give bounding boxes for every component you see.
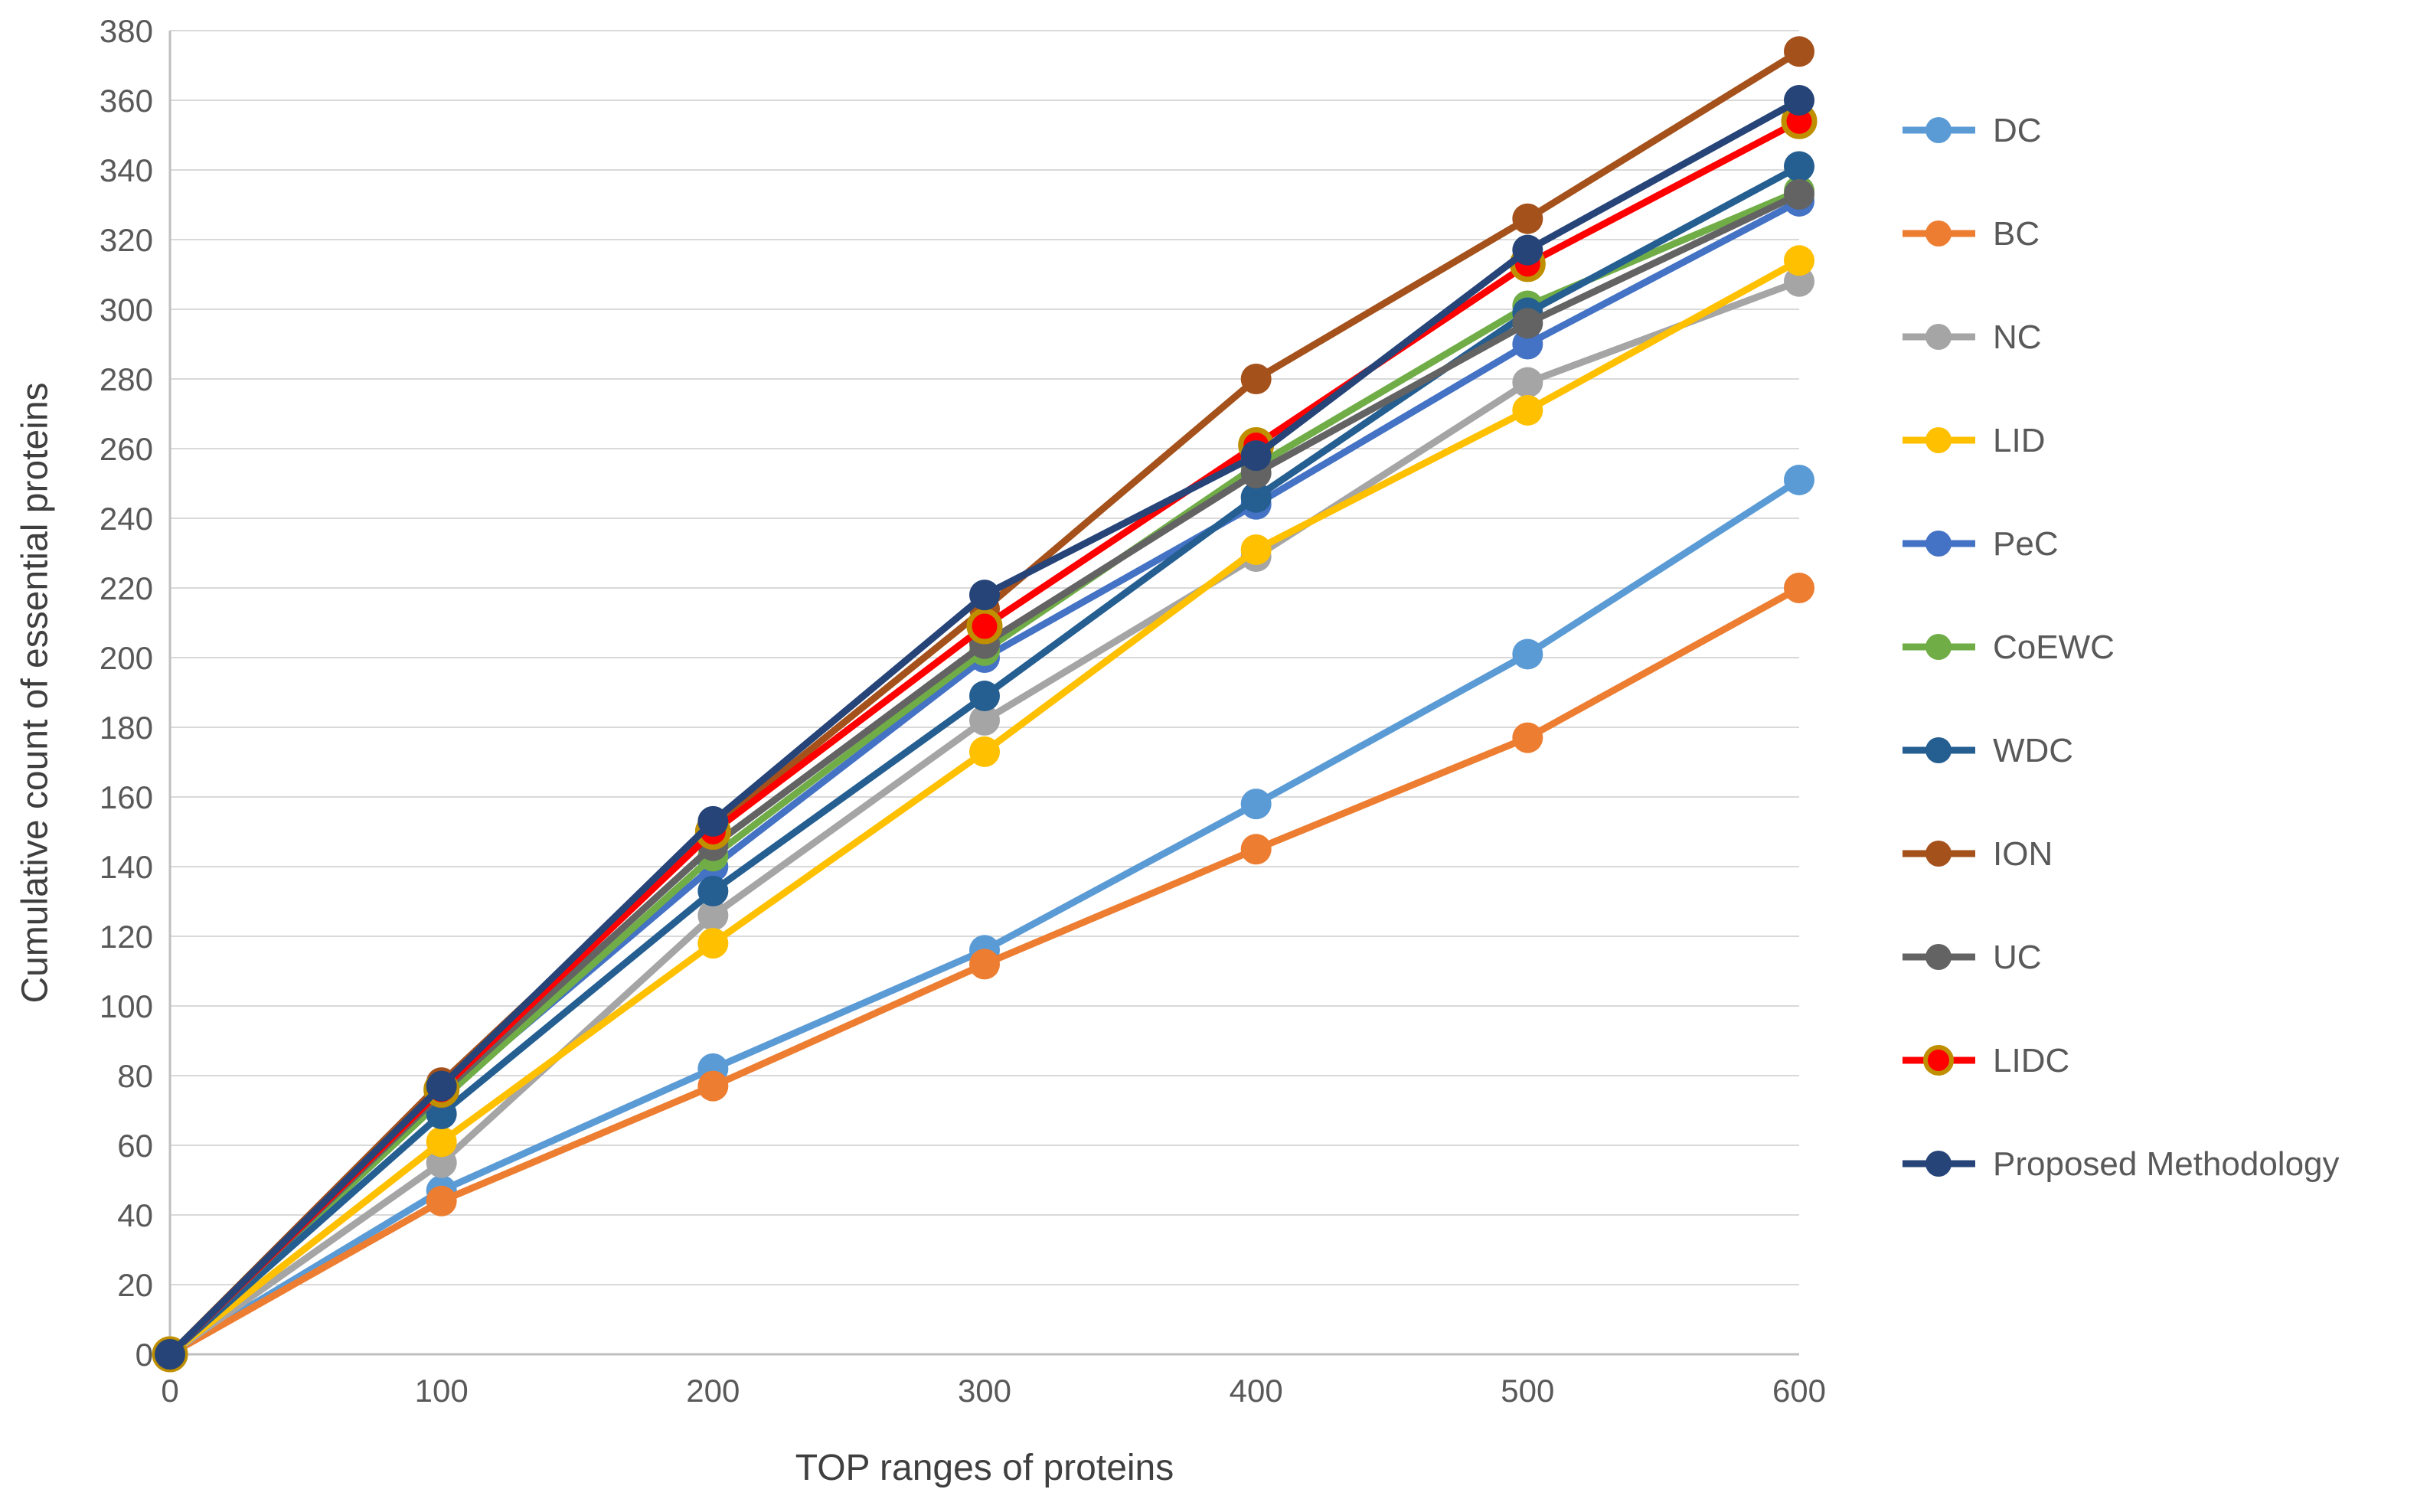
y-tick-label: 40 [117,1197,153,1233]
data-point-dc-500 [1512,638,1543,670]
legend-label-lidc: LIDC [1993,1042,2069,1079]
data-point-bc-200 [697,1070,729,1102]
y-tick-label: 120 [100,919,153,955]
y-tick-label: 320 [100,222,153,258]
legend-marker-dot-ion [1925,841,1952,867]
legend-marker-dot-lid [1925,427,1952,453]
data-point-proposed-methodology-600 [1784,85,1814,116]
data-point-proposed-methodology-100 [426,1070,457,1102]
legend-label-coewc: CoEWC [1993,629,2115,666]
legend-marker-dot-lidc [1923,1045,1954,1076]
legend-label-ion: ION [1993,835,2053,873]
data-point-proposed-methodology-0 [155,1339,185,1370]
x-axis-title: TOP ranges of proteins [795,1448,1174,1488]
x-tick-label: 0 [161,1373,178,1409]
x-tick-label: 200 [686,1373,740,1409]
data-point-ion-600 [1784,36,1814,67]
data-point-lid-300 [969,736,1000,767]
data-point-bc-600 [1784,573,1814,603]
data-point-bc-300 [969,949,1000,980]
legend-label-dc: DC [1993,112,2042,149]
y-tick-label: 200 [100,640,153,676]
legend-label-bc: BC [1993,215,2040,253]
y-tick-label: 360 [100,83,153,119]
x-tick-label: 100 [415,1373,469,1409]
data-point-lid-100 [426,1126,457,1158]
data-point-lid-200 [697,928,729,959]
y-tick-label: 380 [100,13,153,49]
data-point-lidc-300 [966,608,1003,645]
data-point-proposed-methodology-200 [697,805,729,837]
x-tick-label: 300 [958,1373,1011,1409]
x-tick-label: 500 [1501,1373,1554,1409]
data-point-nc-500 [1512,367,1543,398]
data-point-lid-500 [1512,394,1543,426]
y-tick-label: 180 [100,710,153,746]
legend-marker-dot-proposed-methodology [1925,1151,1952,1177]
legend-marker-dot-wdc [1925,737,1952,763]
y-tick-label: 0 [136,1337,153,1373]
data-point-lid-600 [1784,245,1814,276]
data-point-dc-600 [1784,464,1814,495]
data-point-bc-400 [1240,834,1272,865]
y-tick-label: 300 [100,292,153,328]
data-point-uc-500 [1512,308,1543,339]
legend-marker-dot-coewc [1925,634,1952,660]
data-point-proposed-methodology-500 [1512,234,1543,266]
legend-marker-dot-bc [1925,220,1952,247]
series-line-nc [166,278,1803,1358]
data-point-uc-600 [1784,178,1814,210]
legend-marker-dot-dc [1925,117,1952,143]
data-point-nc-200 [697,900,729,931]
series-line-lid [166,256,1803,1358]
y-axis-title: Cumulative count of essential proteins [15,382,56,1004]
data-point-lid-400 [1240,534,1272,565]
data-point-wdc-200 [697,875,729,906]
data-point-bc-100 [426,1185,457,1216]
y-tick-label: 340 [100,152,153,188]
legend-label-wdc: WDC [1993,732,2073,769]
legend-marker-dot-nc [1925,324,1952,350]
data-point-bc-500 [1512,722,1543,753]
y-tick-label: 220 [100,570,153,606]
y-tick-label: 20 [117,1267,153,1303]
data-point-proposed-methodology-400 [1240,440,1272,472]
x-tick-label: 400 [1230,1373,1283,1409]
y-tick-label: 140 [100,849,153,885]
data-point-wdc-600 [1784,151,1814,182]
legend-label-uc: UC [1993,939,2042,976]
data-point-wdc-300 [969,681,1000,712]
y-tick-label: 80 [117,1058,153,1094]
legend-marker-dot-uc [1925,944,1952,970]
y-tick-label: 280 [100,361,153,397]
data-point-proposed-methodology-300 [969,580,1000,611]
data-point-dc-400 [1240,789,1272,820]
y-tick-label: 260 [100,431,153,467]
y-tick-label: 100 [100,988,153,1024]
legend-marker-dot-pec [1925,531,1952,557]
legend-label-pec: PeC [1993,525,2059,563]
x-tick-label: 600 [1772,1373,1826,1409]
data-point-ion-400 [1240,364,1272,394]
legend-label-proposed-methodology: Proposed Methodology [1993,1145,2340,1183]
data-point-nc-300 [969,704,1000,736]
legend-label-nc: NC [1993,318,2042,356]
y-tick-label: 240 [100,501,153,537]
data-point-wdc-400 [1240,482,1272,513]
y-tick-label: 160 [100,779,153,815]
y-tick-label: 60 [117,1128,153,1164]
legend-label-lid: LID [1993,422,2045,459]
data-point-ion-500 [1512,203,1543,234]
